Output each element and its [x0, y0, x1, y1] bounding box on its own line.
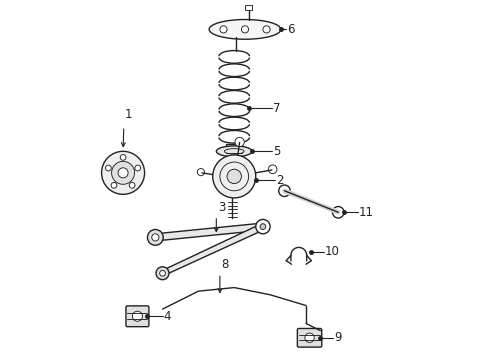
- Circle shape: [269, 165, 277, 174]
- Text: 6: 6: [287, 23, 295, 36]
- Circle shape: [147, 229, 163, 245]
- Text: 3: 3: [218, 201, 225, 214]
- Circle shape: [220, 26, 227, 33]
- Circle shape: [279, 185, 290, 197]
- Text: 7: 7: [273, 102, 280, 115]
- Text: 11: 11: [359, 206, 374, 219]
- Circle shape: [132, 311, 143, 321]
- Text: 2: 2: [276, 174, 284, 186]
- Circle shape: [260, 224, 266, 229]
- FancyBboxPatch shape: [126, 306, 149, 327]
- Polygon shape: [155, 223, 263, 241]
- Text: 8: 8: [221, 258, 229, 271]
- Text: 1: 1: [125, 108, 132, 121]
- Circle shape: [197, 168, 204, 176]
- Circle shape: [111, 183, 117, 188]
- Polygon shape: [163, 223, 263, 276]
- FancyBboxPatch shape: [226, 144, 242, 162]
- Circle shape: [242, 26, 248, 33]
- Circle shape: [129, 183, 135, 188]
- Text: 9: 9: [334, 331, 342, 344]
- Circle shape: [213, 155, 256, 198]
- Circle shape: [112, 161, 135, 184]
- Circle shape: [105, 165, 111, 171]
- Circle shape: [120, 154, 126, 160]
- Circle shape: [101, 151, 145, 194]
- Ellipse shape: [209, 19, 281, 39]
- Circle shape: [135, 165, 141, 171]
- Text: 4: 4: [164, 310, 171, 323]
- Circle shape: [263, 26, 270, 33]
- Circle shape: [156, 267, 169, 280]
- Text: 10: 10: [325, 245, 340, 258]
- Circle shape: [305, 333, 314, 342]
- Circle shape: [333, 207, 344, 218]
- Circle shape: [118, 168, 128, 178]
- FancyBboxPatch shape: [245, 5, 252, 10]
- Circle shape: [235, 137, 245, 147]
- Circle shape: [160, 270, 166, 276]
- FancyBboxPatch shape: [297, 328, 322, 347]
- Ellipse shape: [216, 146, 252, 157]
- Circle shape: [152, 234, 159, 241]
- Circle shape: [227, 169, 242, 184]
- Circle shape: [256, 220, 270, 234]
- Text: 5: 5: [273, 145, 280, 158]
